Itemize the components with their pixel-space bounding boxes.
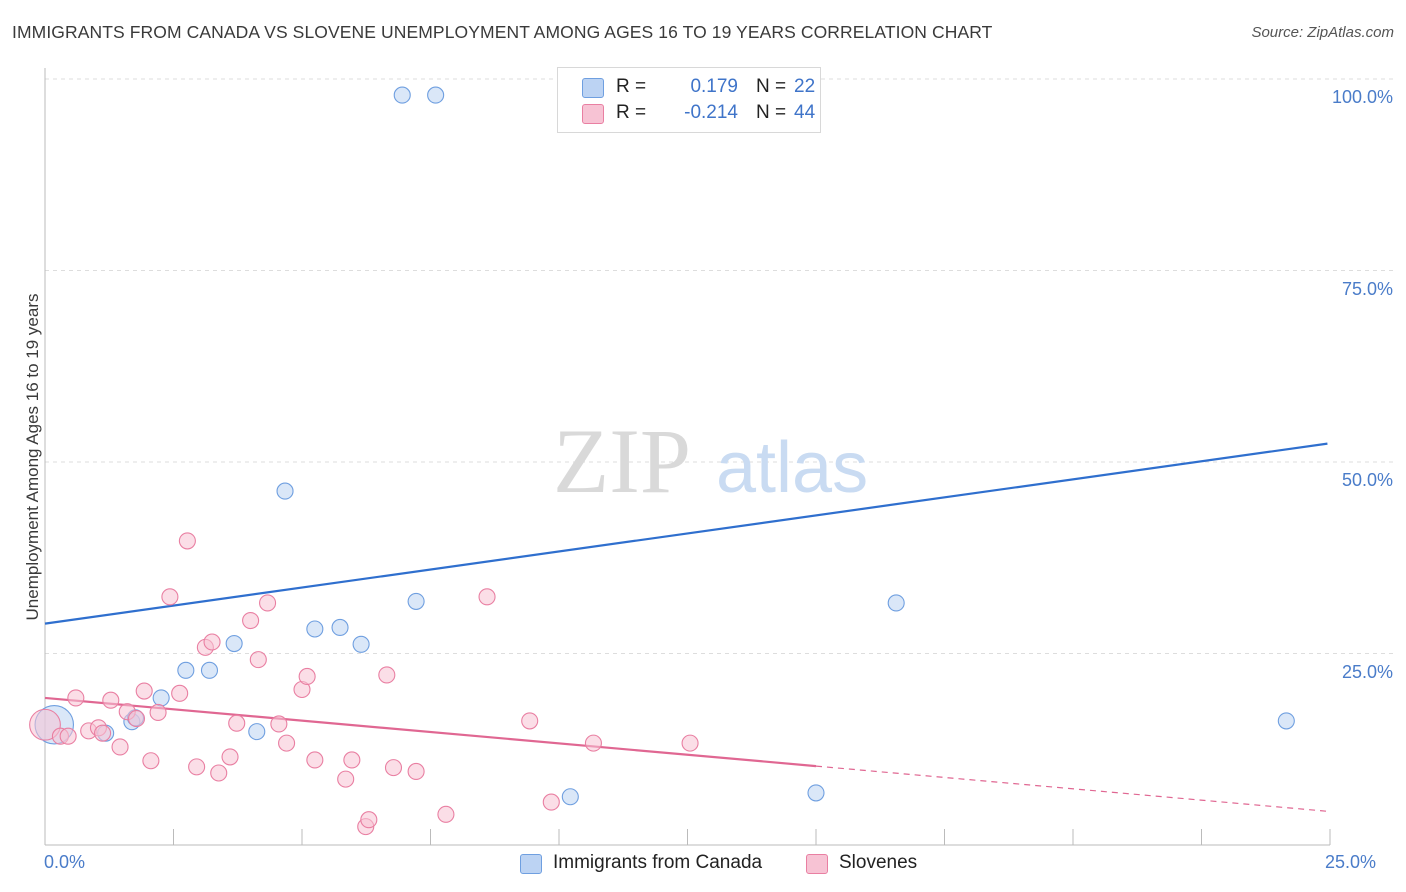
y-tick-label: 50.0% xyxy=(1341,470,1393,490)
data-point-canada xyxy=(200,661,219,679)
trendline-dashed-1 xyxy=(815,765,1328,812)
series-swatch-slovenes xyxy=(806,854,828,874)
data-point-slovenes xyxy=(59,727,77,745)
data-point-slovenes xyxy=(94,724,112,742)
data-point-slovenes xyxy=(188,758,206,776)
data-point-slovenes xyxy=(306,751,324,769)
correlation-legend: R = 0.179 N = 22 R = -0.214 N = 44 xyxy=(557,67,821,133)
watermark-zip: ZIP xyxy=(553,410,691,512)
legend-r-value: -0.214 xyxy=(684,102,738,123)
data-point-slovenes xyxy=(270,715,288,733)
legend-r-label: R = xyxy=(616,76,647,97)
data-point-canada xyxy=(393,86,411,104)
data-points xyxy=(29,86,1295,836)
data-point-slovenes xyxy=(161,588,179,606)
data-point-slovenes xyxy=(681,734,699,752)
series-swatch-canada xyxy=(520,854,542,874)
y-axis-title: Unemployment Among Ages 16 to 19 years xyxy=(23,293,42,621)
y-tick-label: 100.0% xyxy=(1331,87,1393,107)
data-point-canada xyxy=(225,634,243,653)
legend-n-value: 22 xyxy=(794,76,816,97)
legend-n-value: 44 xyxy=(794,102,816,123)
gridlines xyxy=(45,78,1394,654)
y-tick-label: 75.0% xyxy=(1341,278,1393,299)
trendline-0 xyxy=(44,442,1328,625)
data-point-slovenes xyxy=(278,734,296,752)
data-point-slovenes xyxy=(29,708,61,741)
data-point-slovenes xyxy=(102,691,120,709)
data-point-slovenes xyxy=(149,703,167,722)
data-point-slovenes xyxy=(337,770,355,788)
data-point-slovenes xyxy=(407,762,425,781)
legend-swatch-slovenes xyxy=(582,104,604,124)
data-point-canada xyxy=(561,788,579,806)
data-point-slovenes xyxy=(142,752,160,770)
x-tick-label-max: 25.0% xyxy=(1325,852,1377,872)
data-point-slovenes xyxy=(384,759,403,777)
data-point-canada xyxy=(177,661,195,679)
data-point-canada xyxy=(276,482,294,500)
data-point-canada xyxy=(887,594,905,612)
data-point-slovenes xyxy=(203,633,221,651)
data-point-slovenes xyxy=(171,684,189,702)
watermark: ZIP atlas xyxy=(553,410,868,512)
data-point-slovenes xyxy=(242,612,260,630)
data-point-slovenes xyxy=(249,651,267,669)
data-point-slovenes xyxy=(210,764,228,782)
data-point-slovenes xyxy=(111,738,129,756)
series-legend: Immigrants from Canada Slovenes xyxy=(0,851,1406,877)
data-point-slovenes xyxy=(259,594,277,612)
series-label-canada: Immigrants from Canada xyxy=(553,852,763,873)
y-tick-label: 25.0% xyxy=(1341,661,1393,682)
data-point-canada xyxy=(407,592,425,610)
data-point-slovenes xyxy=(127,710,146,728)
data-point-slovenes xyxy=(228,714,246,732)
data-point-slovenes xyxy=(298,667,316,686)
legend-r-value: 0.179 xyxy=(690,76,738,97)
data-point-canada xyxy=(152,689,170,707)
data-point-canada xyxy=(306,620,324,638)
legend-r-label: R = xyxy=(616,102,647,123)
legend-n-label: N = xyxy=(756,102,787,123)
data-point-canada xyxy=(807,784,825,802)
data-point-canada xyxy=(427,86,445,104)
data-point-canada xyxy=(1277,712,1295,730)
data-point-slovenes xyxy=(343,751,361,769)
legend-swatch-canada xyxy=(582,78,604,98)
data-point-slovenes xyxy=(584,734,602,752)
data-point-canada xyxy=(248,723,266,741)
trendlines xyxy=(44,442,1328,812)
trendline-1 xyxy=(44,696,817,768)
data-point-slovenes xyxy=(478,588,496,606)
data-point-slovenes xyxy=(221,748,239,766)
data-point-slovenes xyxy=(67,689,85,707)
data-point-slovenes xyxy=(135,682,153,700)
data-point-canada xyxy=(352,635,370,653)
series-label-slovenes: Slovenes xyxy=(839,852,918,873)
source-label: Source: ZipAtlas.com xyxy=(1251,24,1394,41)
watermark-atlas: atlas xyxy=(716,428,868,508)
chart-title: IMMIGRANTS FROM CANADA VS SLOVENE UNEMPL… xyxy=(12,22,993,42)
data-point-slovenes xyxy=(542,793,560,811)
x-tick-label-min: 0.0% xyxy=(44,852,86,872)
data-point-canada xyxy=(331,618,349,637)
data-point-slovenes xyxy=(378,666,396,684)
data-point-slovenes xyxy=(178,532,196,550)
data-point-slovenes xyxy=(437,805,455,823)
legend-n-label: N = xyxy=(756,76,787,97)
data-point-slovenes xyxy=(360,811,378,829)
data-point-slovenes xyxy=(521,712,539,730)
